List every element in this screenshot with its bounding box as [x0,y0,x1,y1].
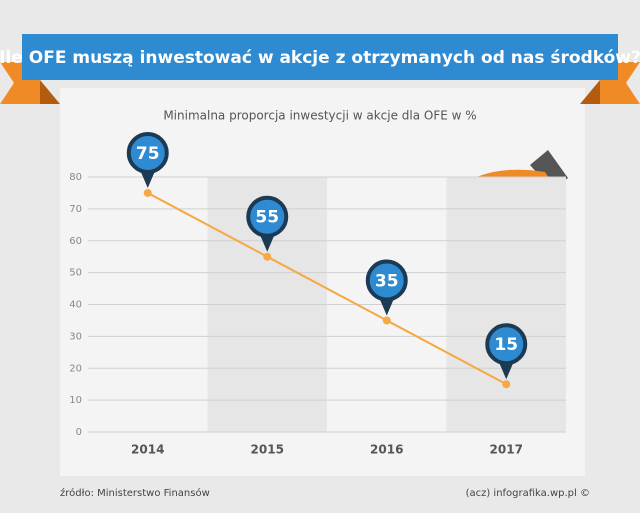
chart-subtitle: Minimalna proporcja inwestycji w akcje d… [163,109,476,123]
pin [126,131,169,174]
x-tick-label: 2015 [251,443,284,457]
data-point [382,316,391,325]
ribbon-fold [40,80,60,104]
source: źródło: Ministerstwo Finansów [60,487,210,499]
data-line [147,192,507,386]
x-tick-label: 2014 [131,443,164,457]
data-label: 75 [136,144,160,164]
credit: (acz) infografika.wp.pl © [466,488,590,499]
title-banner [22,34,618,80]
data-point [263,252,272,261]
y-tick-label: 70 [69,204,82,215]
y-tick-label: 0 [76,427,82,438]
pin [246,195,289,238]
data-point [143,188,152,197]
x-tick-label: 2017 [490,443,523,457]
data-point [502,380,511,389]
data-label: 15 [494,335,518,355]
y-tick-label: 80 [69,172,82,183]
chart-title: Ile OFE muszą inwestować w akcje z otrzy… [0,48,640,68]
y-tick-label: 60 [69,236,82,247]
data-label: 55 [255,208,279,228]
y-tick-label: 10 [69,395,82,406]
y-tick-label: 40 [69,300,82,311]
y-tick-label: 20 [69,363,82,374]
ribbon-fold [580,80,600,104]
data-label: 35 [375,271,399,291]
pin [485,323,528,366]
x-tick-label: 2016 [370,443,403,457]
pin [365,259,408,302]
y-tick-label: 50 [69,268,82,279]
y-tick-label: 30 [69,331,82,342]
